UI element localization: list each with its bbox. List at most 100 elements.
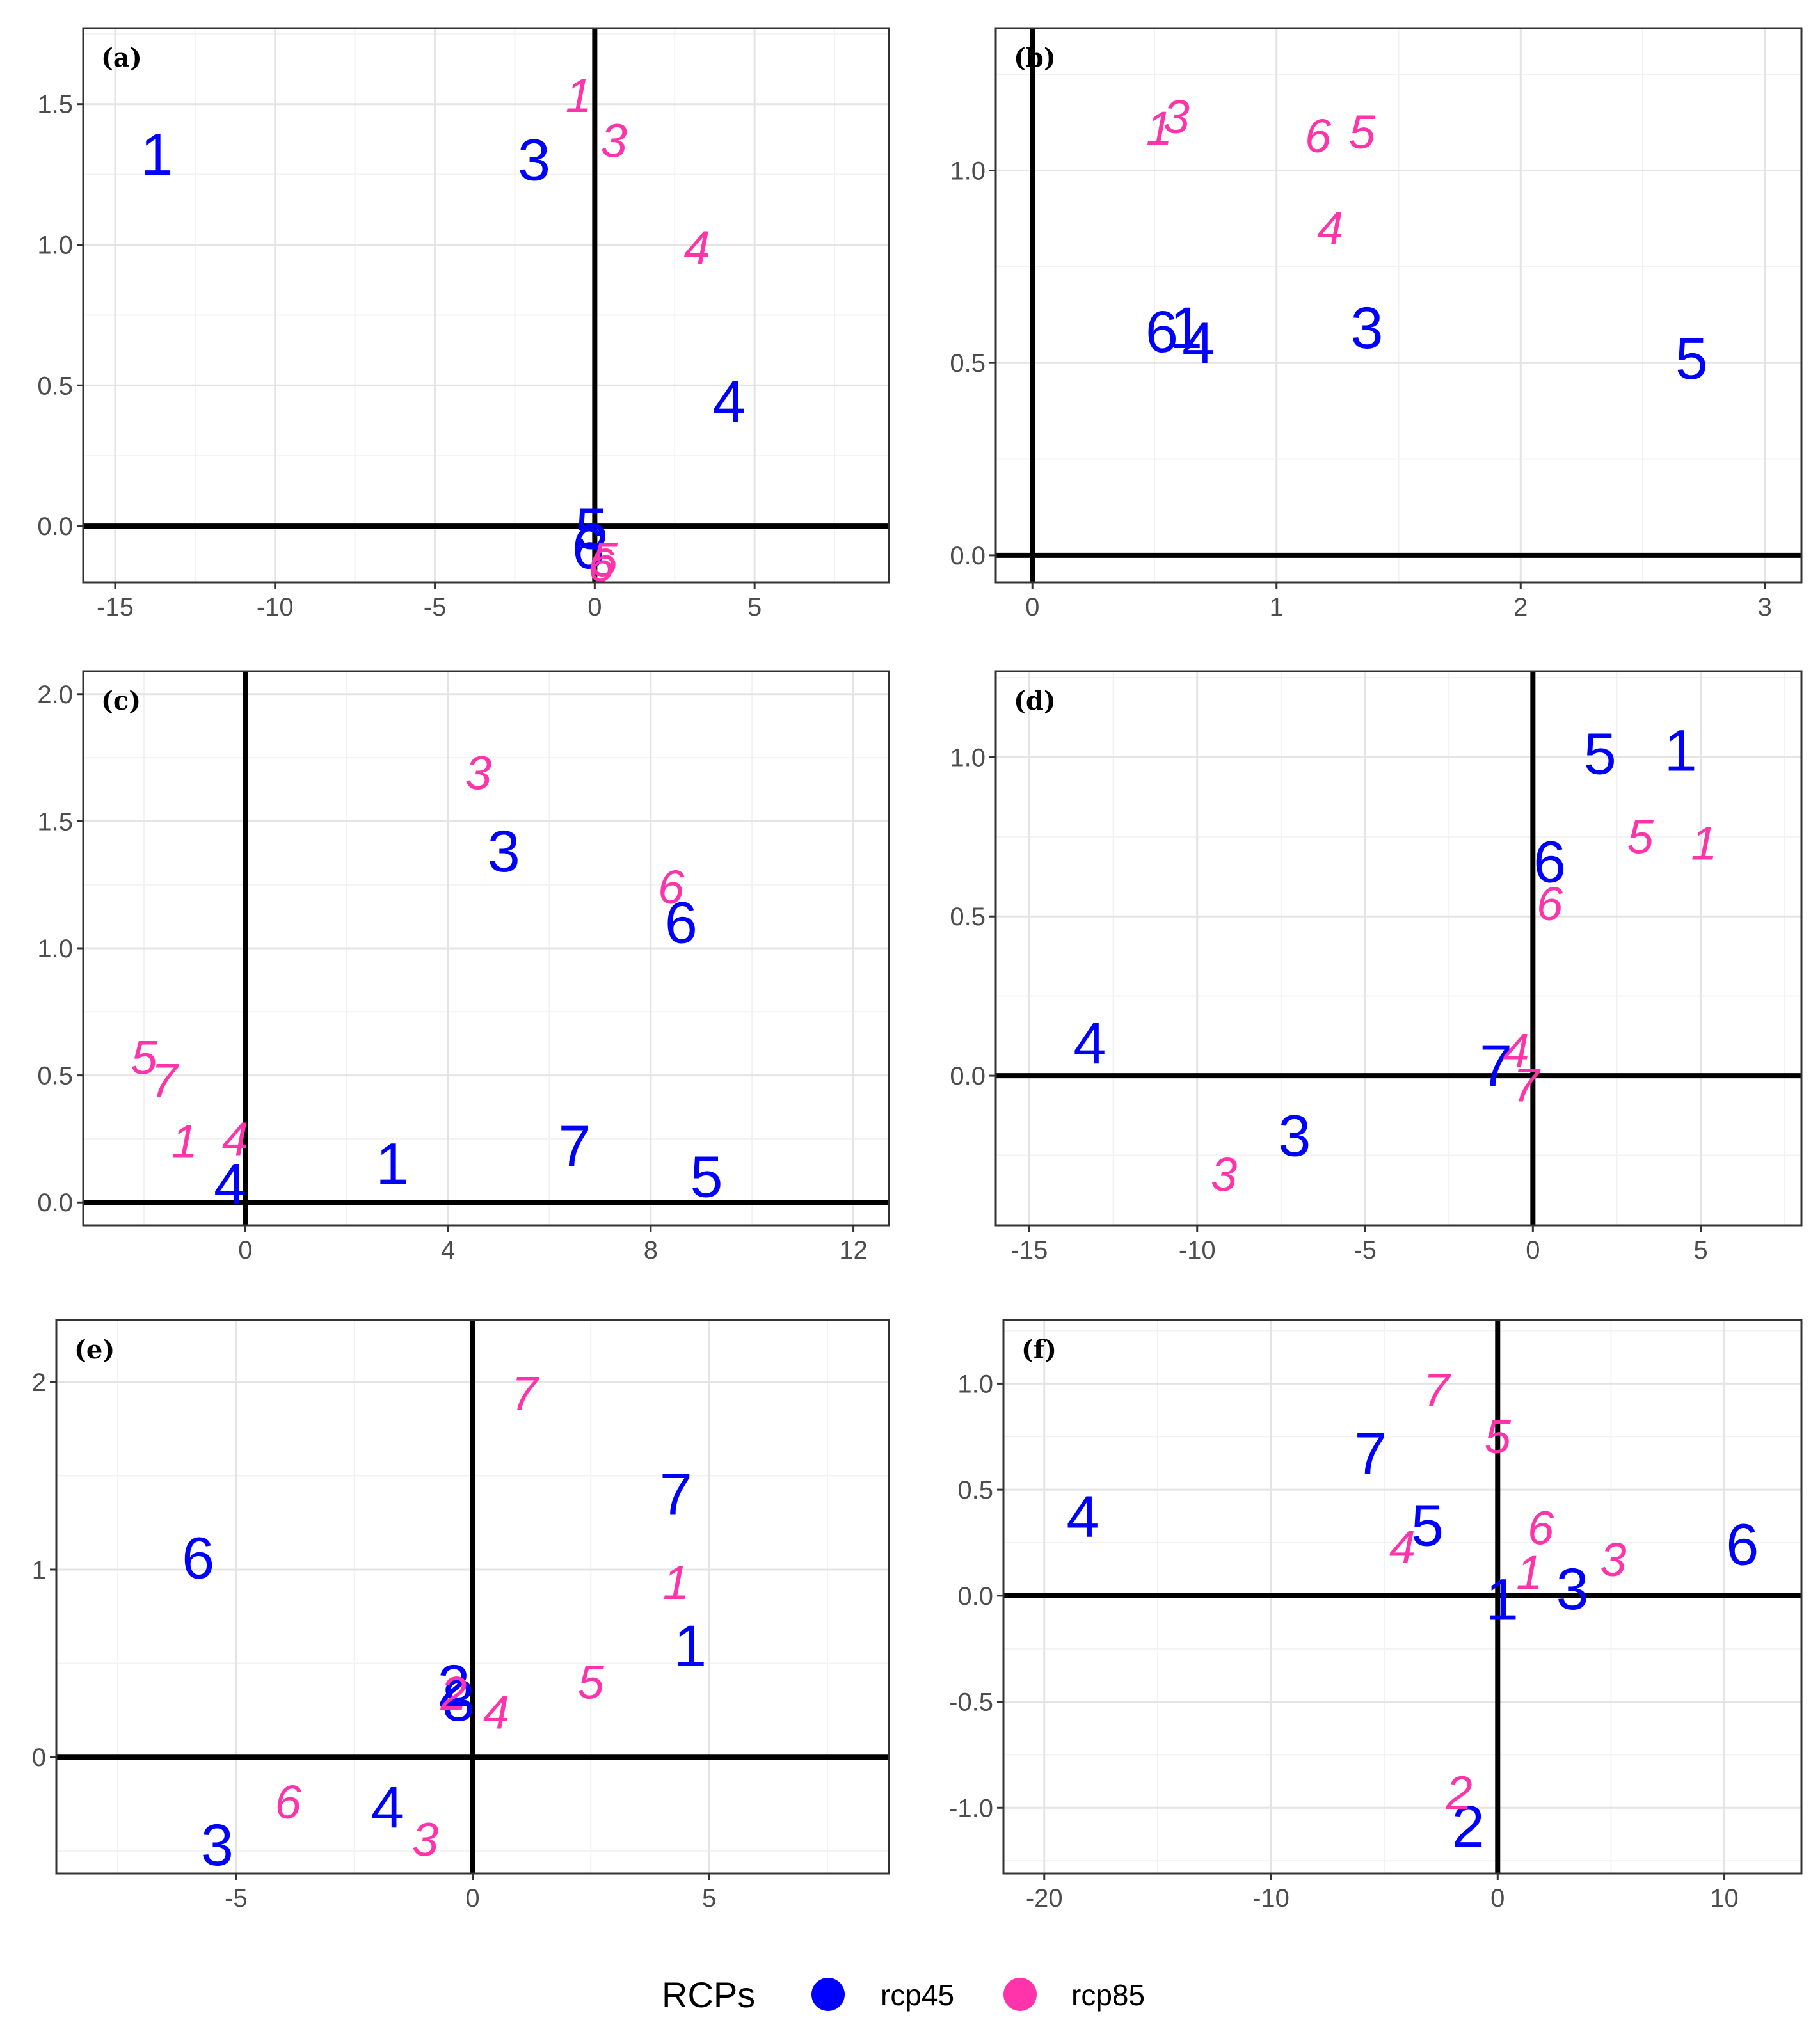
point-label-rcp45: 6: [182, 1525, 214, 1591]
point-label-rcp85: 7: [1423, 1364, 1451, 1417]
legend-swatch-rcp85: [1003, 1978, 1037, 2011]
point-label-rcp45: 1: [1170, 296, 1202, 361]
point-label-rcp85: 4: [483, 1685, 509, 1738]
point-label-rcp45: 5: [1675, 326, 1708, 392]
x-tick-label: 0: [1490, 1884, 1505, 1913]
point-label-rcp45: 7: [1480, 1033, 1512, 1099]
point-label-rcp85: 6: [275, 1776, 302, 1829]
panel-label: (d): [1014, 686, 1056, 716]
point-label-rcp45: 4: [713, 370, 746, 435]
point-label-rcp85: 7: [151, 1054, 179, 1107]
y-tick-label: 0.0: [37, 1189, 73, 1217]
x-tick-label: -15: [97, 593, 134, 621]
point-label-rcp45: 7: [558, 1114, 591, 1179]
y-tick-label: 0.0: [37, 513, 73, 541]
panel-frame: [1002, 1319, 1803, 1875]
y-tick-label: 0: [32, 1744, 46, 1772]
x-tick-label: 2: [1513, 593, 1528, 621]
point-label-rcp45: 1: [1664, 718, 1697, 783]
point-label-rcp85: 5: [1485, 1410, 1512, 1463]
point-label-rcp45: 2: [437, 1653, 470, 1719]
panel-frame: [994, 27, 1803, 584]
panel-label: (b): [1014, 43, 1056, 73]
x-tick-label: -5: [225, 1884, 248, 1913]
y-tick-label: 0.0: [950, 542, 986, 570]
point-label-rcp45: 5: [575, 496, 608, 561]
point-label-rcp45: 6: [1726, 1512, 1759, 1577]
panel-frame: [82, 27, 890, 584]
point-label-rcp85: 4: [684, 221, 710, 274]
point-label-rcp85: 5: [131, 1031, 157, 1084]
point-label-rcp45: 4: [1182, 311, 1215, 376]
point-label-rcp45: 2: [1452, 1794, 1485, 1859]
y-tick-label: 0.5: [957, 1476, 993, 1504]
point-label-rcp45: 1: [674, 1614, 706, 1679]
point-label-rcp85: 1: [172, 1115, 198, 1168]
point-label-rcp85: 2: [1445, 1767, 1472, 1820]
point-label-rcp85: 1: [1146, 102, 1172, 155]
y-tick-label: 1.0: [37, 231, 73, 259]
panel-label: (c): [101, 686, 141, 716]
x-tick-label: 0: [1526, 1236, 1540, 1264]
x-tick-label: 0: [238, 1236, 252, 1264]
x-tick-label: -10: [257, 593, 294, 621]
y-tick-label: 1.0: [37, 935, 73, 963]
point-label-rcp45: 3: [1556, 1557, 1589, 1622]
y-tick-label: 1.5: [37, 807, 73, 836]
y-tick-label: 1.5: [37, 91, 73, 119]
panel-label: (e): [74, 1335, 115, 1365]
y-tick-label: -0.5: [949, 1689, 993, 1717]
x-tick-label: 10: [1710, 1884, 1739, 1913]
point-label-rcp85: 5: [591, 533, 618, 586]
point-label-rcp85: 1: [1691, 816, 1717, 870]
point-label-rcp45: 5: [690, 1145, 722, 1210]
y-tick-label: 2: [32, 1369, 46, 1397]
point-label-rcp45: 1: [140, 122, 173, 187]
point-label-rcp45: 4: [214, 1152, 246, 1217]
point-label-rcp85: 3: [412, 1813, 438, 1866]
point-label-rcp45: 6: [1145, 299, 1178, 365]
point-label-rcp45: 6: [1533, 830, 1566, 895]
point-label-rcp85: 1: [566, 69, 592, 122]
x-tick-label: -5: [424, 593, 447, 621]
legend-swatch-rcp45: [811, 1978, 845, 2011]
point-label-rcp85: 4: [1317, 202, 1343, 255]
point-label-rcp45: 6: [572, 516, 605, 581]
point-label-rcp45: 3: [201, 1813, 234, 1878]
point-label-rcp45: 6: [665, 890, 698, 955]
y-tick-label: 0.5: [37, 372, 73, 400]
y-tick-label: 0.5: [950, 903, 986, 931]
point-label-rcp85: 5: [578, 1655, 605, 1708]
x-tick-label: -10: [1179, 1236, 1216, 1264]
x-tick-label: 4: [441, 1236, 455, 1264]
x-tick-label: 12: [839, 1236, 868, 1264]
y-tick-label: -1.0: [949, 1794, 993, 1822]
point-label-rcp45: 1: [376, 1132, 408, 1197]
x-tick-label: 5: [747, 593, 762, 621]
legend-title: RCPs: [662, 1975, 755, 2015]
legend: RCPs rcp45 rcp85: [662, 1975, 1145, 2015]
point-label-rcp45: 8: [442, 1668, 475, 1733]
point-label-rcp45: 4: [371, 1775, 404, 1840]
x-tick-label: -5: [1353, 1236, 1377, 1264]
point-label-rcp85: 6: [658, 861, 685, 914]
point-label-rcp45: 3: [1278, 1104, 1311, 1169]
panel-frame: [55, 1319, 890, 1875]
x-tick-label: 3: [1758, 593, 1772, 621]
y-tick-label: 1.0: [957, 1370, 993, 1398]
point-label-rcp85: 3: [465, 746, 491, 799]
point-label-rcp85: 4: [1389, 1520, 1416, 1573]
point-label-rcp85: 3: [1163, 90, 1190, 143]
point-label-rcp85: 6: [588, 539, 615, 592]
point-label-rcp45: 5: [1411, 1493, 1444, 1558]
point-label-rcp85: 1: [663, 1556, 689, 1609]
point-label-rcp45: 3: [488, 819, 520, 884]
point-label-rcp45: 1: [1486, 1567, 1519, 1632]
point-label-rcp85: 5: [1349, 106, 1376, 159]
point-label-rcp85: 6: [1305, 109, 1332, 163]
x-tick-label: 1: [1270, 593, 1284, 621]
point-label-rcp45: 3: [518, 128, 550, 193]
